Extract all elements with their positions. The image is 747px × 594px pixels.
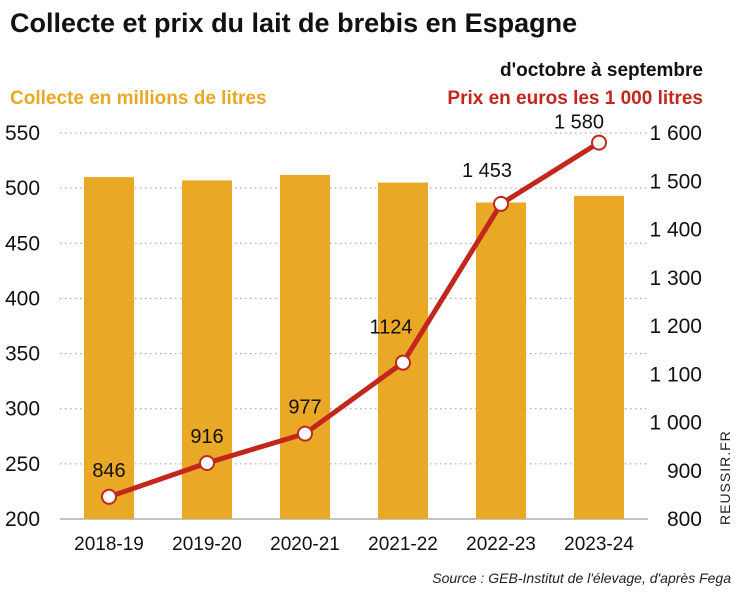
credit: REUSSIR.FR — [717, 430, 733, 525]
chart-subtitle: d'octobre à septembre — [500, 60, 703, 81]
line-series — [101, 134, 607, 505]
data-label-2023-24: 1 580 — [554, 112, 604, 134]
bar-series — [84, 174, 624, 520]
right-tick-label: 800 — [667, 508, 702, 531]
data-label-2022-23: 1 453 — [462, 160, 512, 182]
price-point-2019-20 — [199, 455, 215, 472]
right-tick-label: 1 600 — [649, 122, 702, 145]
x-tick-label: 2022-23 — [466, 534, 536, 555]
left-tick-label: 350 — [5, 343, 40, 366]
left-tick-label: 450 — [5, 232, 40, 255]
data-label-2020-21: 977 — [288, 397, 321, 419]
left-tick-label: 250 — [5, 453, 40, 476]
price-point-2022-23 — [493, 195, 509, 212]
gridlines — [60, 132, 648, 520]
data-label-2018-19: 846 — [92, 460, 125, 482]
x-tick-label: 2021-22 — [368, 534, 438, 555]
chart-title: Collecte et prix du lait de brebis en Es… — [10, 8, 577, 38]
bar-2018-19 — [84, 177, 134, 519]
data-labels: 846 916 977 1124 1 453 1 580 — [92, 112, 604, 482]
right-tick-label: 1 300 — [649, 267, 702, 290]
bar-2022-23 — [476, 202, 526, 520]
right-tick-label: 1 200 — [649, 315, 702, 338]
source-note: Source : GEB-Institut de l'élevage, d'ap… — [432, 570, 731, 586]
bar-2020-21 — [280, 174, 330, 519]
data-label-2019-20: 916 — [190, 426, 223, 448]
left-tick-label: 500 — [5, 177, 40, 200]
x-tick-label: 2018-19 — [74, 534, 144, 555]
x-tick-label: 2023-24 — [564, 534, 634, 555]
bar-2023-24 — [574, 195, 624, 519]
left-tick-label: 300 — [5, 398, 40, 421]
price-point-2021-22 — [395, 354, 411, 371]
x-axis-ticks: 2018-19 2019-20 2020-21 2021-22 2022-23 2023-… — [74, 534, 634, 555]
left-axis-label: Collecte en millions de litres — [10, 88, 267, 109]
left-tick-label: 400 — [5, 287, 40, 310]
x-tick-label: 2019-20 — [172, 534, 242, 555]
price-point-2018-19 — [101, 488, 117, 505]
left-tick-label: 200 — [5, 508, 40, 531]
right-axis-ticks: 800 900 1 000 1 100 1 200 1 300 1 400 1 500 1 60… — [649, 122, 702, 531]
bar-2021-22 — [378, 182, 428, 519]
x-tick-label: 2020-21 — [270, 534, 340, 555]
data-label-2021-22: 1124 — [369, 317, 412, 339]
price-point-2023-24 — [591, 134, 607, 151]
price-line — [108, 140, 601, 500]
right-axis-label: Prix en euros les 1 000 litres — [447, 88, 703, 109]
right-tick-label: 1 500 — [649, 170, 702, 193]
right-tick-label: 900 — [667, 460, 702, 483]
left-axis-ticks: 200 250 300 350 400 450 500 550 — [5, 122, 40, 531]
left-tick-label: 550 — [5, 122, 40, 145]
right-tick-label: 1 400 — [649, 219, 702, 242]
right-tick-label: 1 000 — [649, 412, 702, 435]
right-tick-label: 1 100 — [649, 363, 702, 386]
price-point-2020-21 — [297, 425, 313, 442]
